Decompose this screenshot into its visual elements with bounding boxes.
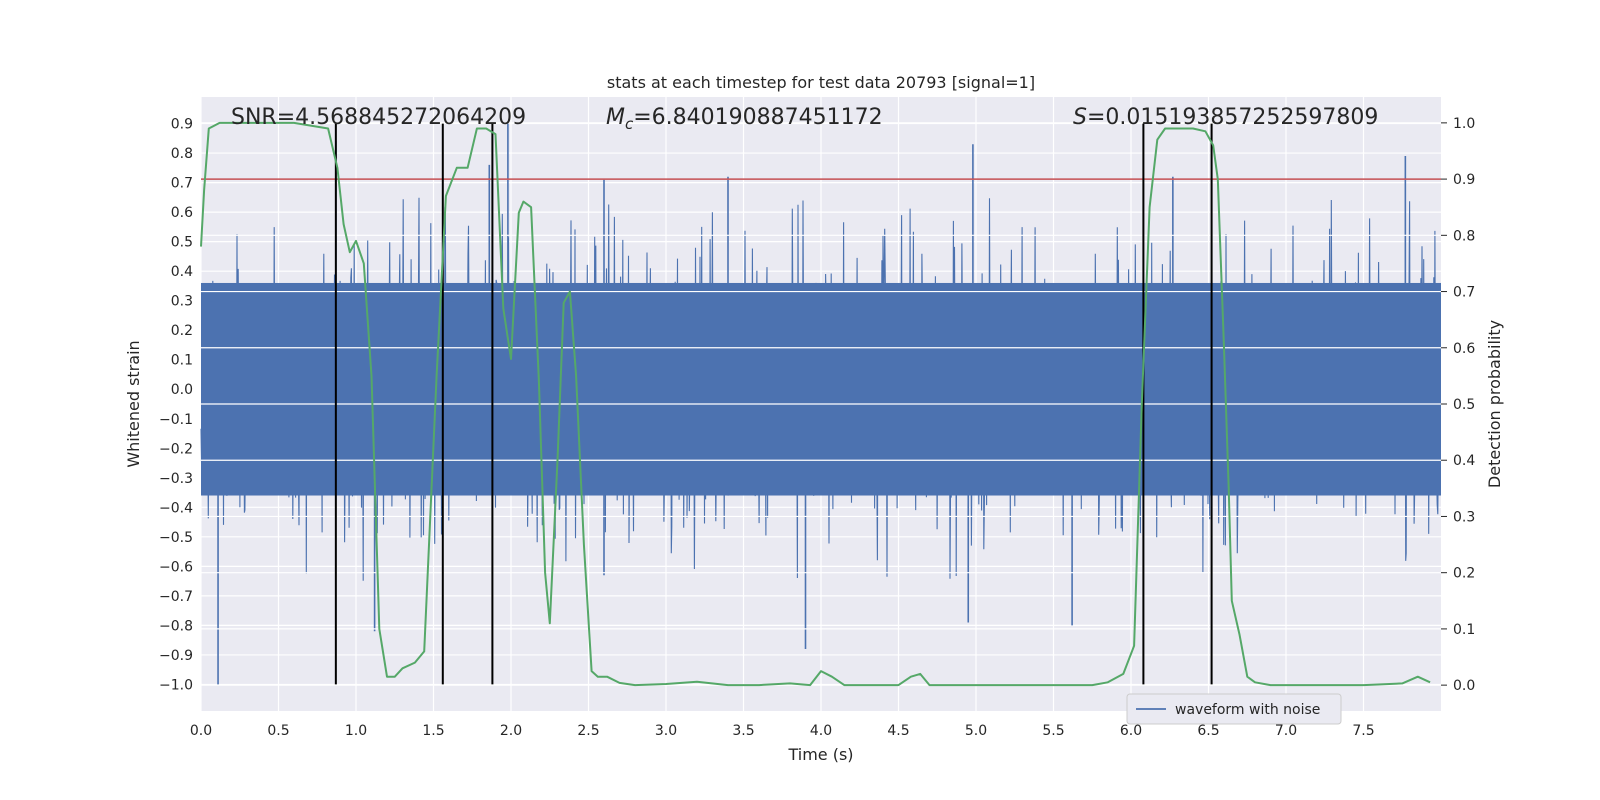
x-tick-label: 0.5	[267, 723, 289, 739]
y-tick-label: −0.4	[159, 500, 193, 516]
legend-label: waveform with noise	[1175, 702, 1320, 718]
right-grid	[201, 122, 1441, 686]
y-tick-label: 0.4	[171, 264, 193, 280]
y-tick-label: −0.8	[159, 618, 193, 634]
y-tick-label: −1.0	[159, 677, 193, 693]
chirp-mass-annotation: Mc=6.840190887451172	[606, 105, 883, 133]
right-tick-label: 0.6	[1453, 341, 1475, 357]
x-tick-label: 7.0	[1275, 723, 1297, 739]
y-tick-label: 0.5	[171, 235, 193, 251]
mc-symbol: M	[606, 105, 625, 130]
y-tick-label: 0.1	[171, 353, 193, 369]
right-tick-label: 0.9	[1453, 172, 1475, 188]
x-tick-label: 4.0	[810, 723, 832, 739]
s-symbol: S	[1073, 105, 1087, 130]
x-tick-label: 3.0	[655, 723, 677, 739]
right-axis-label: Detection probability	[1485, 320, 1504, 488]
x-tick-label: 7.5	[1352, 723, 1374, 739]
y-tick-label: −0.5	[159, 530, 193, 546]
y-tick-label: 0.7	[171, 176, 193, 192]
s-annotation: S=0.015193857252597809	[1073, 105, 1378, 130]
y-axis-label: Whitened strain	[124, 340, 143, 467]
y-tick-label: −0.2	[159, 441, 193, 457]
x-tick-label: 1.5	[422, 723, 444, 739]
probability-series	[200, 121, 1431, 687]
x-tick-label: 3.5	[732, 723, 754, 739]
right-tick-label: 0.8	[1453, 228, 1475, 244]
mc-subscript: c	[625, 115, 634, 133]
chart-title: stats at each timestep for test data 207…	[607, 73, 1035, 92]
y-tick-label: 0.2	[171, 323, 193, 339]
right-tick-label: 0.5	[1453, 397, 1475, 413]
waveform-core	[201, 282, 1441, 496]
y-tick-label: 0.9	[171, 117, 193, 133]
x-tick-label: 6.0	[1120, 723, 1142, 739]
x-axis-ticks: 0.0 0.5 1.0 1.5 2.0 2.5 3.0 3.5 4.0 4.5 5.0 5.5 6.0 6…	[190, 723, 1375, 739]
y-axis-ticks: 0.9 0.8 0.7 0.6 0.5 0.4 0.3 0.2 0.1 0.0 −0.1 −0.2 −0…	[159, 117, 193, 694]
legend: waveform with noise	[1126, 693, 1342, 725]
y-tick-label: 0.6	[171, 205, 193, 221]
y-tick-label: 0.3	[171, 294, 193, 310]
y-tick-label: −0.9	[159, 648, 193, 664]
y-tick-label: −0.6	[159, 559, 193, 575]
x-axis-label: Time (s)	[787, 745, 853, 764]
right-tick-label: 0.1	[1453, 622, 1475, 638]
x-tick-label: 2.5	[577, 723, 599, 739]
y-tick-label: −0.3	[159, 471, 193, 487]
x-tick-label: 5.0	[965, 723, 987, 739]
y-tick-label: 0.8	[171, 146, 193, 162]
legend-box	[1126, 693, 1342, 725]
probability-line	[200, 121, 1431, 687]
right-tick-label: 0.7	[1453, 285, 1475, 301]
x-tick-label: 6.5	[1197, 723, 1219, 739]
right-tick-label: 0.4	[1453, 453, 1475, 469]
snr-annotation: SNR=4.568845272064209	[231, 105, 526, 130]
vertical-markers	[334, 123, 1213, 685]
x-tick-label: 1.0	[345, 723, 367, 739]
right-tick-label: 0.3	[1453, 509, 1475, 525]
y-tick-label: −0.7	[159, 589, 193, 605]
right-tick-label: 1.0	[1453, 116, 1475, 132]
right-axis-ticks: 1.0 0.9 0.8 0.7 0.6 0.5 0.4 0.3 0.2 0.1 0.0	[1441, 116, 1475, 694]
s-value: =0.015193857252597809	[1087, 105, 1378, 130]
y-tick-label: −0.1	[159, 412, 193, 428]
right-tick-label: 0.0	[1453, 678, 1475, 694]
x-tick-label: 2.0	[500, 723, 522, 739]
right-tick-label: 0.2	[1453, 566, 1475, 582]
mc-value: =6.840190887451172	[633, 105, 882, 130]
x-tick-label: 4.5	[887, 723, 909, 739]
x-tick-label: 0.0	[190, 723, 212, 739]
y-tick-label: 0.0	[171, 382, 193, 398]
x-tick-label: 5.5	[1042, 723, 1064, 739]
